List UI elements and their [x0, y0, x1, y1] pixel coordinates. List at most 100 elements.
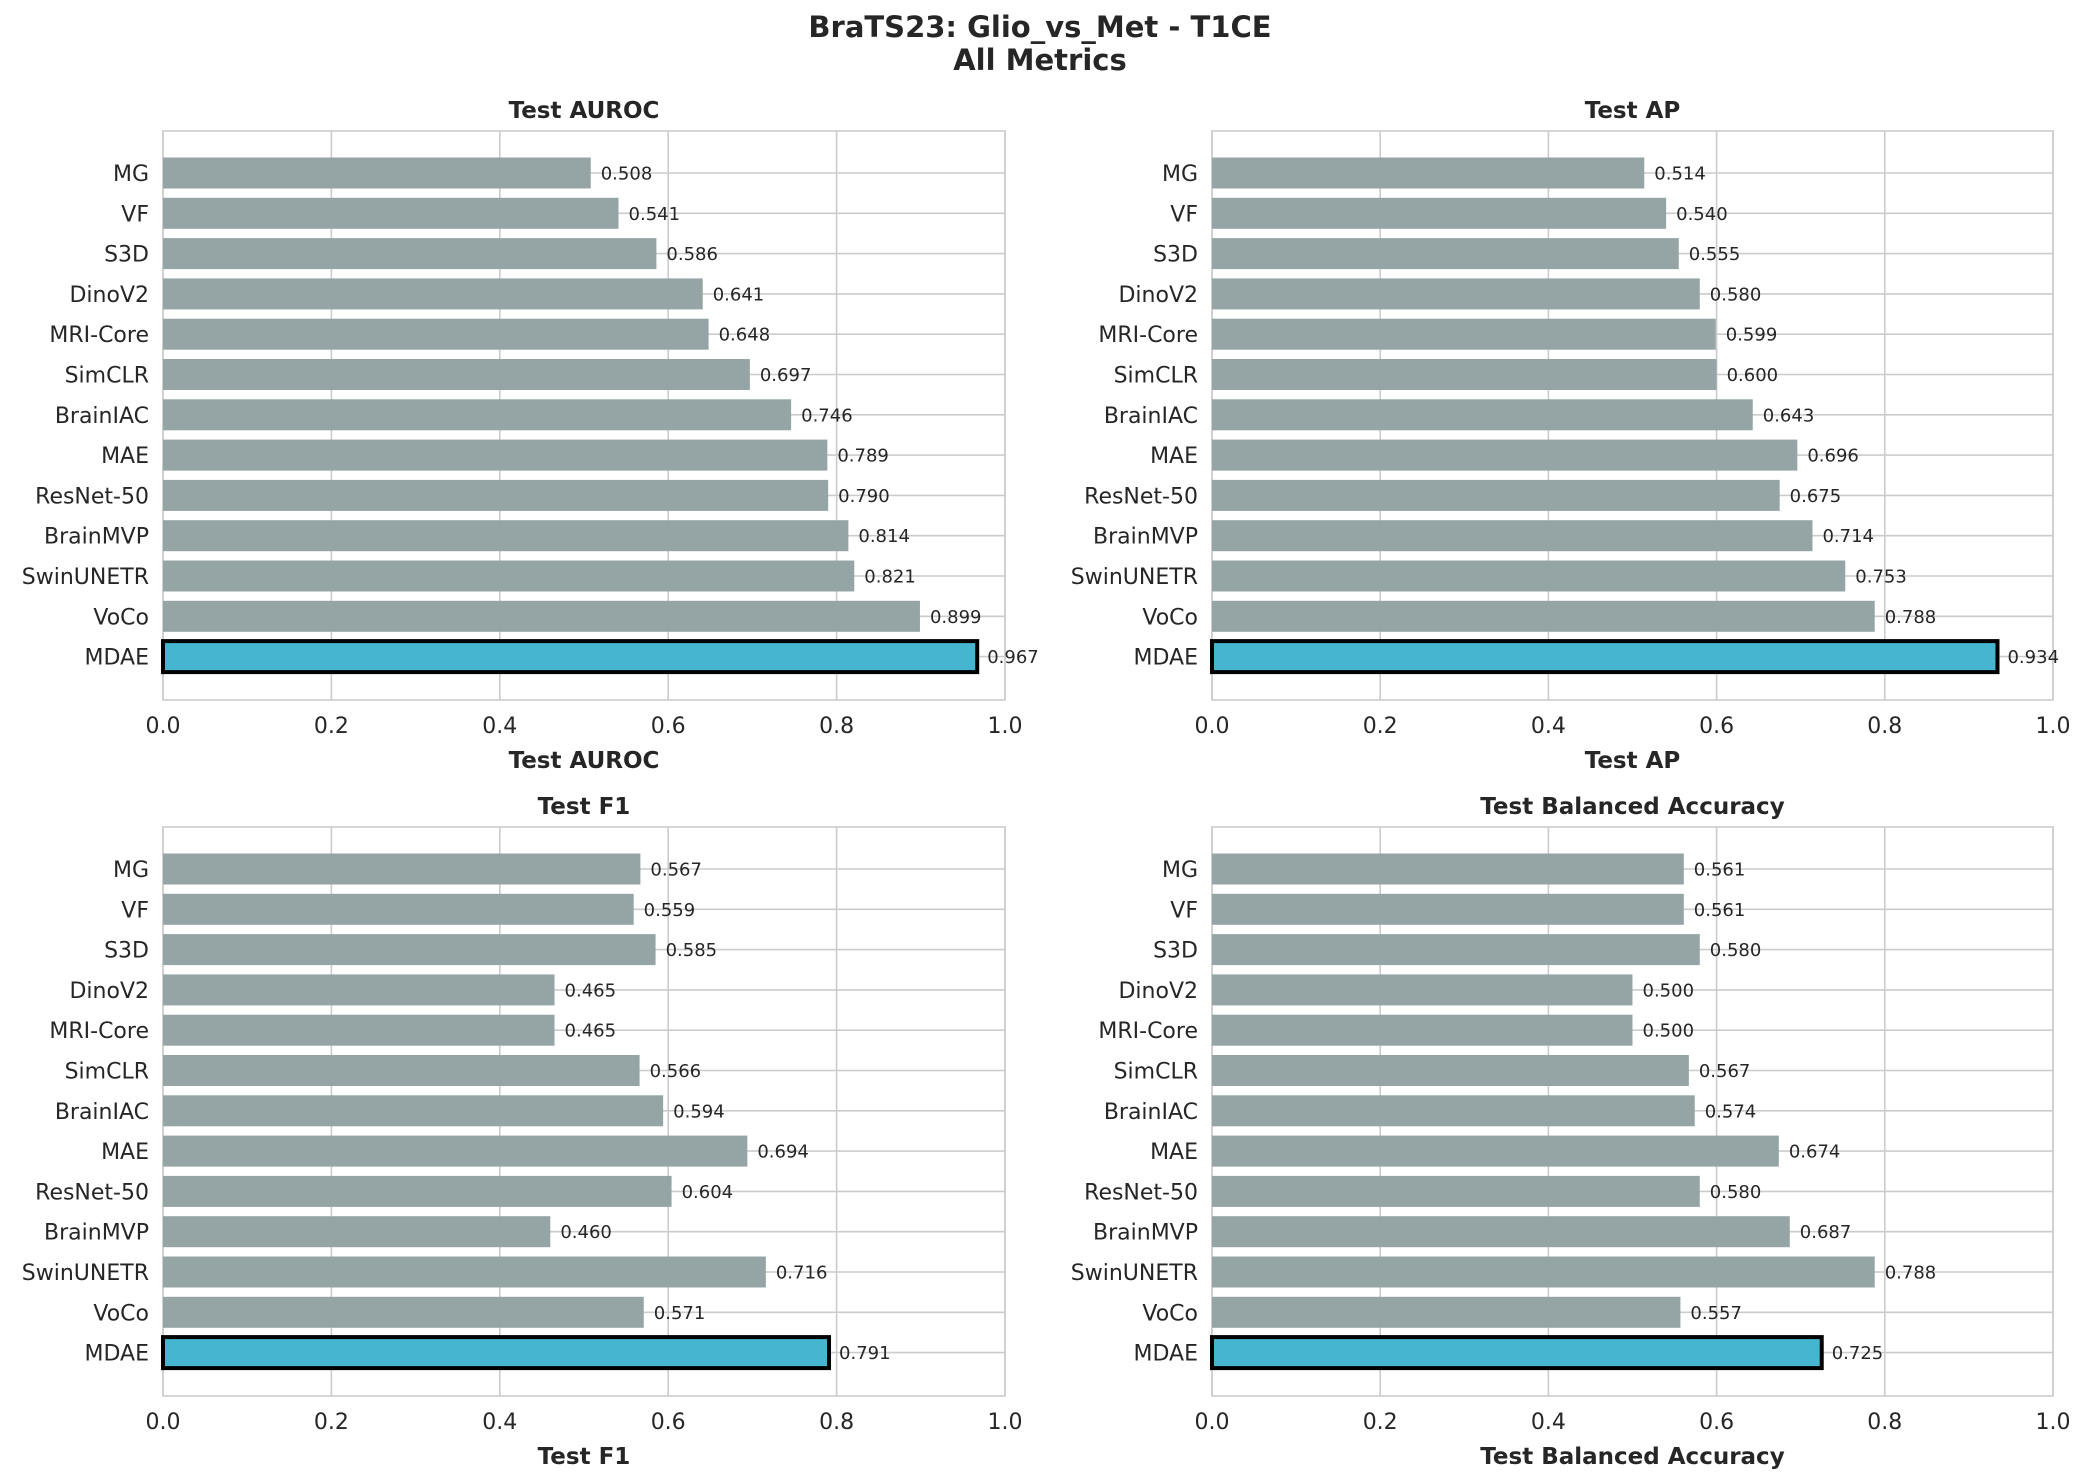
category-label: VF	[121, 202, 149, 227]
category-label: VoCo	[93, 605, 149, 630]
category-label: MRI-Core	[1098, 1019, 1198, 1044]
value-label: 0.814	[858, 526, 910, 547]
value-label: 0.555	[1689, 244, 1741, 265]
category-label: BrainIAC	[1104, 1100, 1198, 1125]
x-tick-label: 1.0	[988, 714, 1023, 739]
value-label: 0.580	[1710, 940, 1762, 961]
x-axis-label: Test AP	[1585, 748, 1681, 774]
bar-dinov2	[163, 278, 703, 310]
panel-title: Test AUROC	[509, 98, 660, 124]
bar-s3d	[1212, 238, 1679, 270]
value-label: 0.567	[650, 860, 702, 881]
bar-mae	[1212, 439, 1798, 471]
bar-brainiac	[163, 399, 792, 431]
category-label: BrainMVP	[1093, 525, 1198, 550]
bar-mdae	[161, 639, 980, 675]
value-label: 0.571	[654, 1303, 706, 1324]
category-label: VoCo	[1142, 1301, 1198, 1326]
bar-swinunetr	[1212, 560, 1846, 592]
bar-s3d	[163, 238, 657, 270]
category-label: VF	[1170, 202, 1198, 227]
category-label: SimCLR	[1114, 364, 1198, 389]
x-axis-label: Test F1	[538, 1444, 631, 1470]
x-tick-label: 0.2	[314, 714, 349, 739]
category-label: MAE	[101, 1140, 149, 1165]
bar-simclr	[163, 359, 750, 390]
category-label: DinoV2	[69, 979, 149, 1004]
x-tick-label: 0.6	[651, 714, 686, 739]
category-label: VF	[1170, 898, 1198, 923]
bar-simclr	[1212, 359, 1717, 390]
value-label: 0.716	[776, 1263, 828, 1284]
bar-vf	[1212, 197, 1667, 229]
category-label: ResNet-50	[35, 484, 149, 509]
bar-vf	[163, 197, 619, 229]
value-label: 0.934	[2007, 647, 2059, 668]
category-label: SwinUNETR	[1071, 1261, 1198, 1286]
figure-title: BraTS23: Glio_vs_Met - T1CE	[808, 10, 1272, 44]
value-label: 0.696	[1807, 446, 1859, 467]
value-label: 0.500	[1643, 980, 1695, 1001]
value-label: 0.675	[1790, 486, 1842, 507]
panel-title: Test F1	[538, 794, 631, 820]
value-label: 0.561	[1694, 860, 1746, 881]
value-label: 0.586	[666, 244, 718, 265]
category-label: MAE	[1150, 1140, 1198, 1165]
category-label: BrainIAC	[55, 1100, 149, 1125]
value-label: 0.500	[1643, 1021, 1695, 1042]
bar-mg	[1212, 853, 1684, 885]
value-label: 0.694	[757, 1142, 809, 1163]
category-label: MRI-Core	[49, 1019, 149, 1044]
category-label: MAE	[1150, 444, 1198, 469]
value-label: 0.580	[1710, 1182, 1762, 1203]
value-label: 0.697	[760, 365, 812, 386]
bar-brainmvp	[1212, 1216, 1790, 1248]
value-label: 0.674	[1789, 1142, 1841, 1163]
bar-dinov2	[1212, 974, 1633, 1006]
value-label: 0.725	[1832, 1343, 1884, 1364]
category-label: VF	[121, 898, 149, 923]
category-label: MDAE	[1134, 646, 1199, 671]
x-tick-label: 0.2	[1363, 1410, 1398, 1435]
bar-voco	[1212, 1296, 1681, 1328]
category-label: MAE	[101, 444, 149, 469]
category-label: BrainMVP	[44, 1221, 149, 1246]
bar-swinunetr	[1212, 1256, 1875, 1288]
category-label: BrainMVP	[44, 525, 149, 550]
value-label: 0.508	[601, 164, 653, 185]
value-label: 0.574	[1705, 1101, 1757, 1122]
bar-voco	[1212, 600, 1875, 632]
bar-mae	[163, 1135, 748, 1167]
bar-brainmvp	[1212, 520, 1813, 552]
category-label: MRI-Core	[49, 323, 149, 348]
bar-mg	[1212, 157, 1645, 189]
value-label: 0.580	[1710, 284, 1762, 305]
x-tick-label: 1.0	[2036, 1410, 2071, 1435]
bar-brainmvp	[163, 520, 849, 552]
x-tick-label: 0.6	[1699, 714, 1734, 739]
value-label: 0.788	[1885, 1263, 1937, 1284]
bar-brainiac	[163, 1095, 664, 1127]
category-label: MDAE	[85, 1342, 150, 1367]
value-label: 0.465	[565, 1021, 617, 1042]
category-label: DinoV2	[1118, 283, 1198, 308]
category-label: SwinUNETR	[22, 565, 149, 590]
bar-mri-core	[1212, 318, 1716, 350]
x-tick-label: 0.8	[819, 1410, 854, 1435]
bar-mg	[163, 853, 641, 885]
category-label: MG	[113, 162, 149, 187]
category-label: MRI-Core	[1098, 323, 1198, 348]
category-label: SimCLR	[65, 364, 149, 389]
value-label: 0.791	[839, 1343, 891, 1364]
value-label: 0.540	[1676, 204, 1728, 225]
bar-mae	[163, 439, 828, 471]
bar-resnet-50	[1212, 479, 1780, 511]
category-label: VoCo	[93, 1301, 149, 1326]
x-tick-label: 0.4	[482, 714, 517, 739]
category-label: ResNet-50	[1084, 484, 1198, 509]
x-axis-label: Test AUROC	[509, 748, 660, 774]
bar-resnet-50	[163, 479, 829, 511]
bar-mae	[1212, 1135, 1779, 1167]
value-label: 0.566	[650, 1061, 702, 1082]
value-label: 0.594	[673, 1101, 725, 1122]
